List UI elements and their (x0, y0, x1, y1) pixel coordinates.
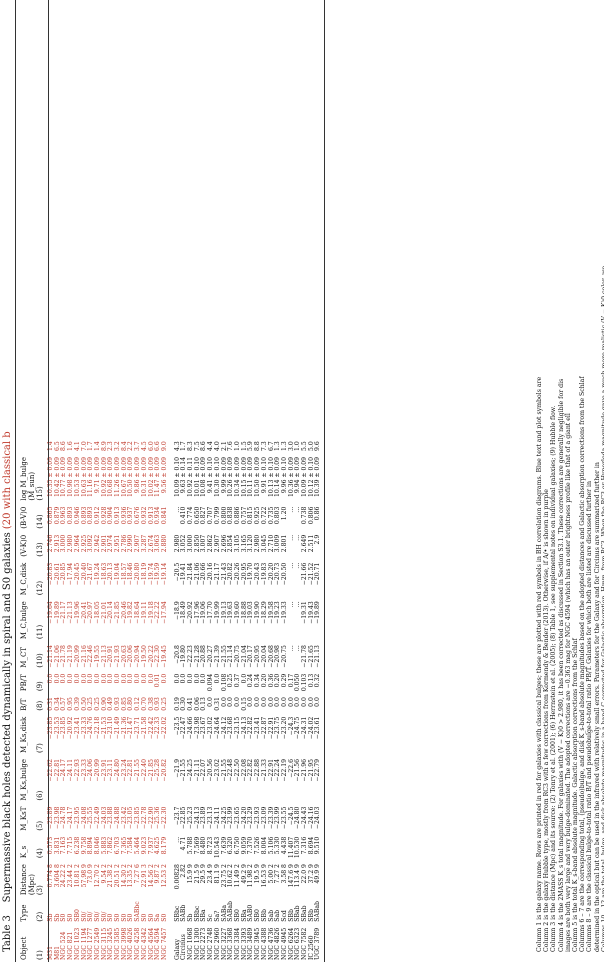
column-unit (28, 597, 36, 641)
table-note: Column 3 is the distance (Mpc) and its s… (550, 405, 558, 952)
column-unit (28, 713, 36, 755)
table-cell: −24.03 (314, 806, 322, 830)
object-name: NGC 7457 (160, 927, 168, 960)
object-name: UGC 3789 (314, 927, 322, 960)
column-unit (28, 503, 36, 531)
column-header: Object (20, 936, 28, 960)
column-unit (28, 803, 36, 833)
table-cell: −20.71 (314, 562, 322, 586)
table-cell: 49.9 9 (314, 864, 322, 884)
header-rule (48, 0, 49, 962)
column-unit: (M_sun) (28, 471, 36, 501)
table-cell: 8.179 (160, 836, 168, 855)
table-caption: Table 3 Supermassive black holes detecte… (2, 0, 14, 952)
column-header: M_KsT (20, 806, 28, 831)
table-cell: 0.0 (314, 697, 322, 707)
table-cell: −21.13 (314, 645, 322, 668)
data-table: Object Type Distance K_s M_KsT M_Ks,bulge M_Ks… (20, 437, 322, 962)
table-cell: 0.32 (314, 673, 322, 688)
column-unit (28, 897, 36, 924)
table-cell: 2.880 (160, 534, 168, 553)
column-header: Type (20, 904, 28, 922)
table-cell: 0.0 (160, 673, 168, 684)
table-cell: 9.510 (314, 836, 322, 855)
table-cell: 0.25 (160, 697, 168, 711)
column-header: M_CT (20, 646, 28, 668)
column-header: (B-V)0 (20, 506, 28, 529)
header-row: Object Type Distance K_s M_KsT M_Ks,bulge M_Ks… (20, 437, 28, 962)
column-header: Distance (20, 864, 28, 896)
table-cell: −22.79 (314, 759, 322, 782)
column-header: B/T (20, 698, 28, 711)
column-header: PB/T (20, 674, 28, 692)
column-header: M_Ks,bulge (20, 759, 28, 801)
table-cell: SABab (314, 901, 322, 922)
table-cell: 12.53 2 (160, 864, 168, 888)
table-cell: 0.841 (160, 506, 168, 525)
column-unit (28, 924, 36, 962)
column-header: M_C,bulge (20, 601, 28, 640)
column-unit (28, 559, 36, 598)
table-title: Supermassive black holes detected dynami… (2, 532, 13, 903)
column-unit (28, 670, 36, 693)
table-note: images are both very large and very bulg… (564, 413, 572, 952)
table-note: Column 5 is the total K_s-band absolute … (572, 638, 580, 952)
column-header: M_C,disk (20, 562, 28, 596)
table-title-highlight: (20 with classical b (2, 431, 13, 530)
table-cell: 2.9 (314, 534, 322, 545)
table-cell: 10.39 ± 0.09 (314, 456, 322, 497)
table-cell: −20.82 (160, 759, 168, 782)
table-cell: −23.61 (314, 716, 322, 740)
table-cell: −22.02 (160, 716, 168, 740)
table-notes: Column 1 is the galaxy name. Rows are pr… (536, 2, 604, 952)
column-header: M_Ks,disk (20, 716, 28, 753)
table-cell: 9.0 (160, 441, 168, 451)
table-note: Column 2 is the galaxy Hubble type, most… (543, 489, 551, 952)
column-unit (28, 531, 36, 559)
column-header: log M_bulge (20, 456, 28, 501)
table-note: Column 1 is the galaxy name. Rows are pr… (536, 376, 543, 952)
table-cell: −19.14 (160, 562, 168, 586)
table-row: NGC 7457 S0 12.53 2 8.179 −22.30 −20.82 −22.02… (160, 437, 169, 962)
table-note: Columns 8 – 9 are the classical bulge-to… (586, 481, 594, 952)
table-cell: 9.56 ± 0.09 (160, 456, 168, 494)
column-unit (28, 755, 36, 803)
units-row: (Mpc) (M_sun) (28, 437, 36, 962)
table-row: UGC 3789 SABab 49.9 9 9.510 −24.03 −22.79 −23.… (314, 437, 322, 962)
table-cell: −19.45 (160, 645, 168, 668)
table-cell: S0 (160, 913, 168, 922)
column-unit (28, 641, 36, 670)
table-label: Table 3 (2, 915, 13, 952)
table-note: Column 4 is the 2MASS K_s total magnitud… (557, 378, 565, 952)
table-cell: −17.94 (160, 601, 168, 624)
column-unit: (Mpc) (28, 874, 36, 896)
table-note: Columns 6 – 7 are the corresponding tota… (579, 376, 587, 952)
column-header: K_s (20, 845, 28, 859)
bottom-rule (324, 0, 325, 962)
table-cell: −22.30 (160, 806, 168, 830)
table-cell: 9.6 (314, 441, 322, 451)
top-rule (15, 0, 16, 962)
table-note: determined in the optical but can be use… (593, 462, 601, 952)
column-unit (28, 833, 36, 860)
table-cell: −19.89 (314, 601, 322, 624)
column-header: (V-K)0 (20, 534, 28, 557)
table-cell: 0.86 (314, 506, 322, 521)
column-unit (28, 693, 36, 713)
